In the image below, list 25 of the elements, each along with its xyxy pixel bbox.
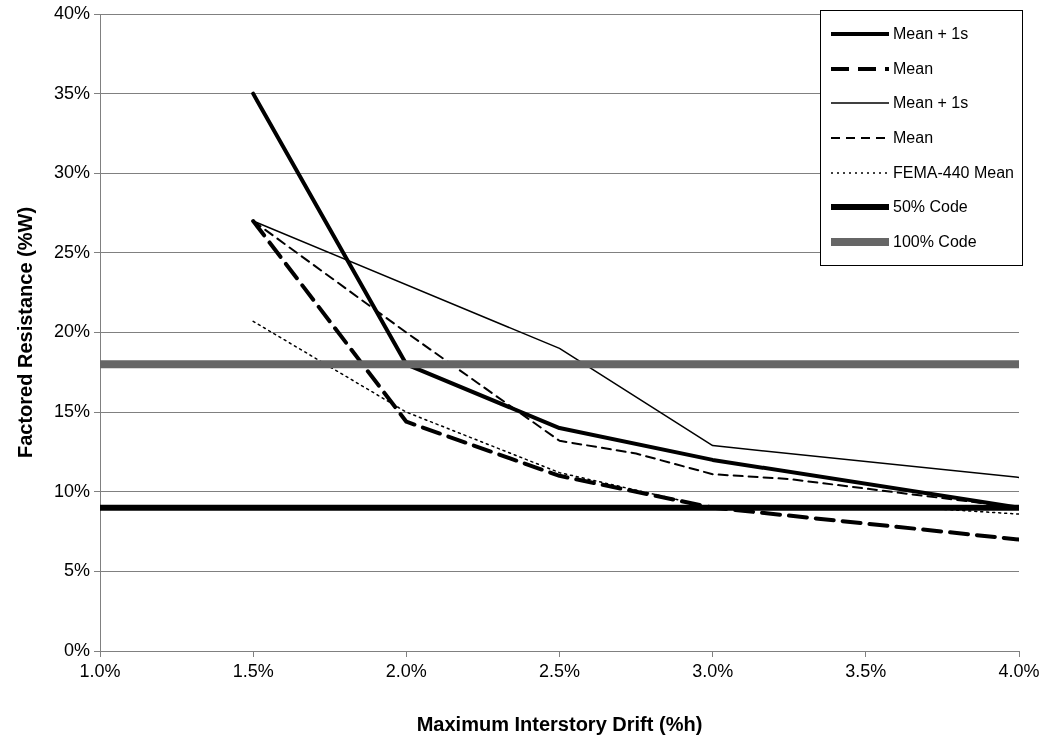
x-tick-label: 4.0%	[998, 660, 1040, 681]
y-tick-label: 35%	[53, 82, 90, 103]
y-tick-label: 15%	[53, 401, 90, 422]
y-axis-title: Factored Resistance (%W)	[13, 206, 36, 459]
legend-label: Mean + 1s	[893, 94, 969, 113]
y-tick-label: 5%	[63, 560, 90, 581]
legend-label: 50% Code	[893, 198, 968, 217]
y-tick-label: 0%	[63, 639, 90, 660]
x-tick-label: 3.5%	[845, 660, 887, 681]
legend-label: 100% Code	[893, 232, 977, 251]
x-tick-label: 3.0%	[692, 660, 734, 681]
y-tick-label: 10%	[53, 480, 90, 501]
y-tick-label: 30%	[53, 162, 90, 183]
x-tick-label: 1.5%	[232, 660, 274, 681]
x-tick-label: 2.5%	[538, 660, 581, 681]
x-tick-label: 2.0%	[385, 660, 427, 681]
legend-label: Mean + 1s	[893, 25, 969, 44]
x-tick-label: 1.0%	[79, 660, 121, 681]
y-tick-label: 25%	[53, 241, 90, 262]
y-tick-label: 20%	[53, 321, 90, 342]
legend-label: Mean	[893, 59, 934, 78]
legend-label: FEMA-440 Mean	[893, 163, 1014, 182]
y-tick-label: 40%	[53, 2, 90, 23]
x-axis-title: Maximum Interstory Drift (%h)	[416, 712, 703, 735]
legend-label: Mean	[893, 129, 934, 148]
